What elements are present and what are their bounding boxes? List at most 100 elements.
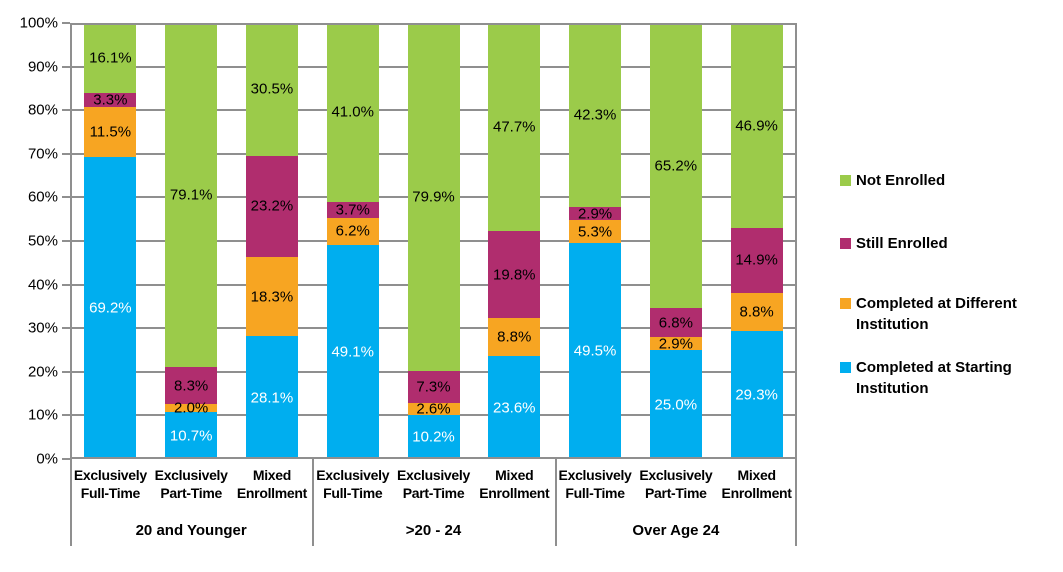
legend-item: Completed at Starting Institution	[840, 357, 1036, 399]
bar-segment	[245, 256, 298, 337]
bar-segment	[407, 414, 460, 459]
bar-segment	[407, 403, 460, 415]
segment-data-label: 8.8%	[739, 303, 774, 321]
category-label: Exclusively Part-Time	[154, 467, 228, 501]
bar-segment	[245, 336, 298, 459]
segment-data-label: 18.3%	[250, 288, 294, 306]
segment-data-label: 79.1%	[169, 186, 213, 204]
segment-data-label: 65.2%	[654, 157, 698, 175]
axis-line-vertical	[795, 23, 797, 459]
category-label: Exclusively Part-Time	[639, 467, 713, 501]
bar-segment	[165, 403, 218, 413]
bar-segment	[569, 243, 622, 459]
stacked-bar: 25.0% 2.9% 6.8% 65.2%	[649, 23, 702, 459]
group-label: Over Age 24	[632, 522, 720, 539]
bar-segment	[488, 231, 541, 318]
stacked-bar: 49.5% 5.3% 2.9% 42.3%	[569, 23, 622, 459]
stacked-bar: 69.2% 11.5% 3.3% 16.1%	[84, 22, 137, 459]
axis-group-separator	[312, 459, 315, 546]
segment-data-label: 7.3%	[416, 378, 451, 396]
legend-label: Completed at Different Institution	[856, 295, 1017, 333]
bar-segment	[649, 307, 702, 338]
stacked-bar: 28.1% 18.3% 23.2% 30.5%	[245, 22, 298, 459]
y-axis-tick-mark	[62, 458, 70, 460]
segment-data-label: 10.2%	[412, 428, 455, 446]
stacked-bar: 10.7% 2.0% 8.3% 79.1%	[165, 22, 218, 459]
bar-segment	[407, 23, 460, 372]
y-axis-tick-label: 70%	[27, 145, 58, 163]
category-label: Mixed Enrollment	[479, 467, 550, 501]
y-axis-tick-label: 20%	[27, 363, 58, 381]
stacked-bar: 23.6% 8.8% 19.8% 47.7%	[488, 23, 541, 459]
axis-group-separator	[795, 459, 797, 546]
legend-item: Still Enrolled	[840, 233, 1036, 254]
bar-segment	[488, 23, 541, 232]
bar-segment	[326, 244, 379, 459]
bar-segment	[488, 356, 541, 459]
bar-segment	[730, 23, 783, 228]
y-axis-tick-label: 10%	[27, 406, 58, 424]
y-axis-tick-label: 60%	[27, 188, 58, 206]
group-label: >20 - 24	[405, 522, 462, 539]
segment-data-label: 79.9%	[412, 188, 455, 206]
segment-data-label: 2.6%	[416, 400, 451, 418]
stacked-bar: 10.2% 2.6% 7.3% 79.9%	[407, 23, 460, 459]
bar-segment	[488, 317, 541, 357]
bar-segment	[84, 107, 137, 158]
axis-group-separator	[554, 459, 557, 546]
segment-data-label: 3.3%	[93, 91, 128, 109]
y-axis-tick-mark	[62, 283, 70, 286]
segment-data-label: 30.5%	[250, 80, 294, 98]
segment-data-label: 49.1%	[331, 343, 374, 361]
segment-data-label: 25.0%	[654, 396, 698, 413]
y-axis-tick-label: 0%	[36, 450, 58, 468]
bar-segment	[326, 23, 379, 202]
segment-data-label: 23.6%	[492, 399, 536, 417]
segment-data-label: 6.8%	[658, 314, 693, 332]
legend-label: Completed at Starting Institution	[856, 359, 1012, 397]
y-axis-tick-mark	[62, 196, 70, 199]
segment-data-label: 41.0%	[331, 103, 374, 121]
legend-label: Not Enrolled	[856, 172, 946, 189]
segment-data-label: 28.1%	[250, 389, 294, 407]
segment-data-label: 16.1%	[89, 49, 132, 67]
legend-color-swatch	[840, 238, 851, 249]
segment-data-label: 14.9%	[735, 251, 778, 269]
y-axis-tick-label: 80%	[27, 101, 58, 119]
y-axis-tick-label: 40%	[27, 276, 58, 294]
bar-segment	[730, 331, 783, 459]
segment-data-label: 46.9%	[735, 117, 778, 135]
y-axis-tick-mark	[62, 65, 70, 68]
category-label: Exclusively Full-Time	[558, 467, 632, 501]
bar-segment	[245, 22, 298, 156]
group-label: 20 and Younger	[135, 522, 247, 539]
y-axis-tick-mark	[62, 22, 70, 24]
y-axis-tick-mark	[62, 152, 70, 155]
axis-line-vertical	[70, 23, 72, 459]
category-label: Mixed Enrollment	[236, 467, 307, 501]
segment-data-label: 11.5%	[89, 123, 132, 141]
segment-data-label: 10.7%	[169, 427, 213, 445]
y-axis-tick-label: 100%	[19, 14, 58, 32]
y-axis-tick-mark	[62, 327, 70, 330]
bar-segment	[730, 292, 783, 332]
bar-segment	[326, 201, 379, 218]
y-axis-tick-mark	[62, 414, 70, 417]
bar-segment	[569, 207, 622, 221]
legend-label: Still Enrolled	[856, 235, 948, 252]
category-label: Exclusively Part-Time	[397, 467, 470, 501]
segment-data-label: 5.3%	[577, 223, 613, 241]
legend-color-swatch	[840, 362, 851, 373]
bar-segment	[649, 337, 702, 350]
bar-segment	[407, 371, 460, 404]
category-label: Exclusively Full-Time	[316, 467, 390, 501]
segment-data-label: 42.3%	[573, 106, 617, 124]
y-axis-tick-mark	[62, 240, 70, 242]
bar-segment	[245, 155, 298, 257]
legend-color-swatch	[840, 298, 851, 309]
segment-data-label: 2.9%	[577, 205, 613, 223]
bar-segment	[84, 22, 137, 93]
bar-segment	[84, 157, 137, 459]
bar-segment	[649, 350, 702, 459]
y-axis-tick-mark	[62, 370, 70, 373]
